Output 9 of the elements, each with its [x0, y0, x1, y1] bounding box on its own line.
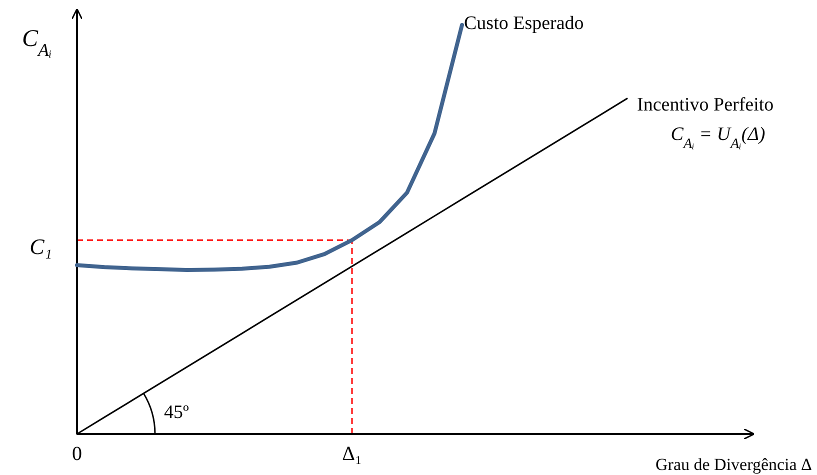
series-label: Custo Esperado	[464, 13, 584, 34]
x-axis-title: Grau de Divergência Δ	[656, 455, 812, 474]
x-tick-label: Δ₁	[342, 443, 362, 465]
x-tick-label: 0	[72, 443, 82, 465]
y-axis-title: C$_{Aᵢ}$	[22, 26, 52, 60]
ref-line-label: C₁	[30, 234, 52, 260]
text: C$_{Aᵢ}$ = U$_{Aᵢ}$(Δ)	[670, 124, 766, 152]
series-label: Incentivo Perfeito	[637, 94, 774, 116]
annotation: 45º	[164, 402, 189, 423]
